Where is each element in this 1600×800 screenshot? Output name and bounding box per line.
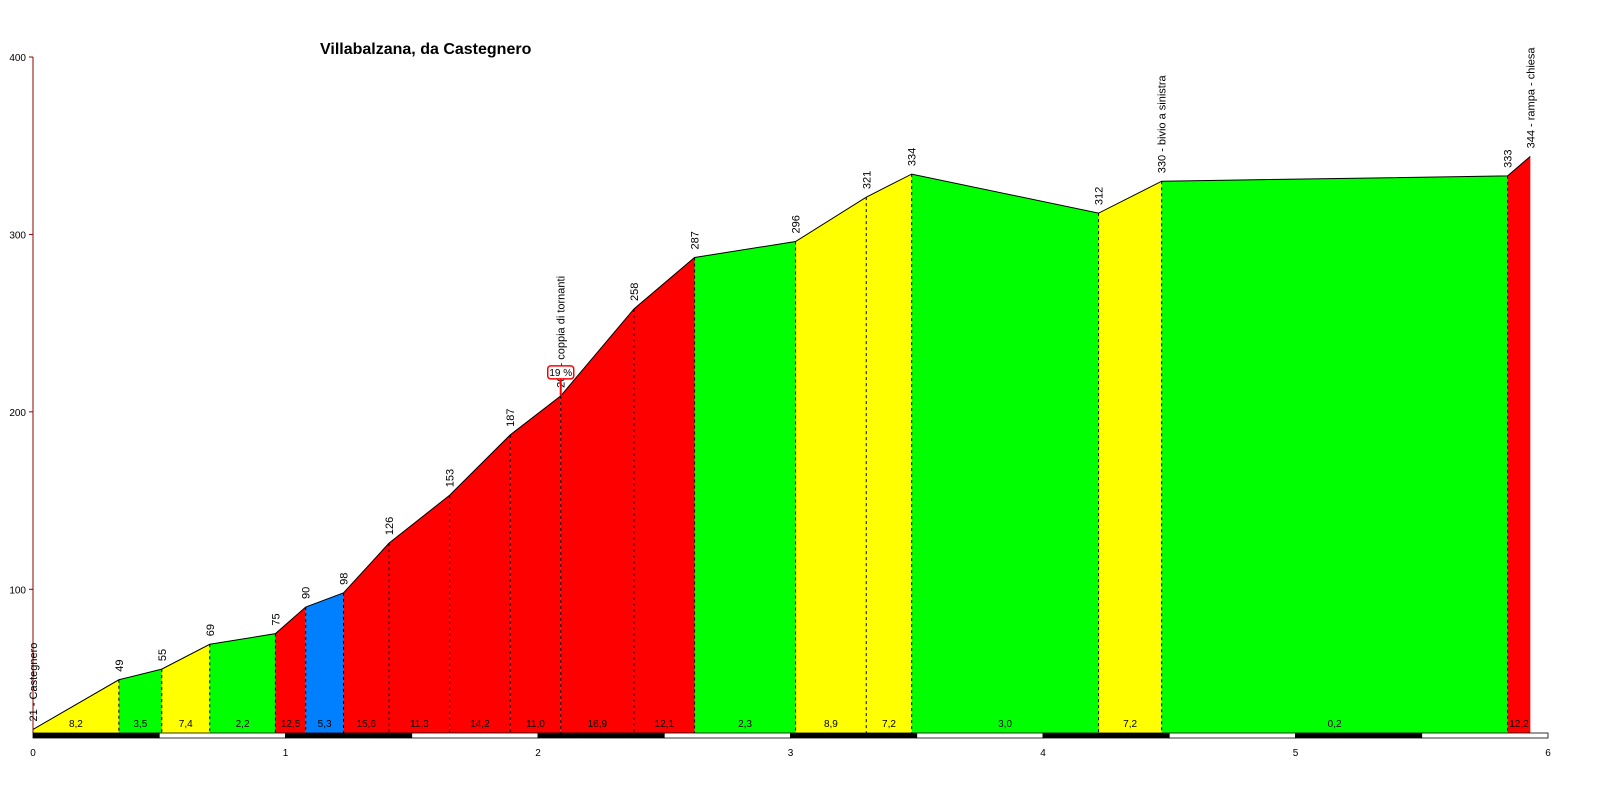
altitude-label: 49: [114, 660, 126, 672]
grade-label: 14,2: [470, 719, 490, 730]
altitude-label: 90: [301, 587, 313, 599]
callout-box: [546, 365, 575, 380]
scale-bar-block: [158, 732, 286, 739]
altitude-labels: 21 - Castegnero 49 55 69 75 90 98 126 153 187 209 …: [28, 47, 1537, 722]
grade-label: 12,1: [655, 719, 675, 730]
altitude-label: 344 - rampa - chiesa: [1525, 47, 1537, 149]
grade-label: 7,2: [882, 719, 896, 730]
altitude-label: 312: [1094, 187, 1106, 205]
profile-line: [32, 155, 1531, 730]
altitude-label: 126: [384, 517, 396, 535]
altitude-label: 153: [445, 469, 457, 487]
altitude-label: 75: [270, 613, 282, 625]
grade-segment: [209, 633, 276, 733]
scale-bar-block: [1421, 732, 1549, 739]
grade-label: 2,2: [236, 719, 250, 730]
grade-label: 12,2: [1509, 719, 1529, 730]
x-tick-label: 3: [788, 748, 794, 759]
grade-segment: [633, 257, 695, 733]
grade-segment: [1161, 175, 1508, 733]
grade-segment: [911, 174, 1099, 733]
grade-label: 7,4: [179, 719, 193, 730]
altitude-label: 187: [505, 409, 517, 427]
altitude-label: 69: [205, 624, 217, 636]
x-tick-label: 2: [535, 748, 541, 759]
grade-segment: [118, 669, 162, 733]
x-tick-label: 6: [1545, 748, 1551, 759]
y-tick-label: 300: [9, 230, 26, 241]
grade-label: 7,2: [1123, 719, 1137, 730]
scale-bar-block: [916, 732, 1044, 739]
scale-bar-block: [1042, 732, 1170, 739]
x-tick-label: 0: [30, 748, 36, 759]
grade-label: 3,5: [133, 719, 147, 730]
grade-segment: [275, 607, 306, 733]
segment-dividers: [118, 174, 1509, 733]
scale-bar-block: [1295, 732, 1423, 739]
grade-segment: [795, 197, 867, 734]
grade-label: 11,0: [526, 719, 545, 730]
altitude-label: 333: [1503, 150, 1515, 168]
grade-label: 0,2: [1328, 719, 1342, 730]
grade-label: 16,9: [588, 719, 608, 730]
scale-bar-block: [790, 732, 918, 739]
grade-segment: [560, 308, 634, 733]
x-tick-label: 5: [1293, 748, 1299, 759]
grade-segment: [449, 434, 511, 733]
altitude-label: 21 - Castegnero: [28, 643, 40, 722]
grade-segment: [33, 679, 119, 733]
grade-segment: [161, 644, 210, 733]
grade-label: 15,6: [357, 719, 377, 730]
scale-bar-block: [32, 732, 160, 739]
grade-segment: [343, 543, 390, 733]
altitude-label: 98: [339, 573, 351, 585]
chart-title: Villabalzana, da Castegnero: [320, 41, 532, 58]
grade-segment: [1507, 156, 1531, 734]
scale-bar-block: [285, 732, 413, 739]
grade-label: 2,3: [738, 719, 752, 730]
grade-segment: [694, 241, 796, 733]
y-tick-label: 200: [9, 408, 26, 419]
grade-segment: [305, 592, 344, 733]
grade-label: 8,9: [824, 719, 838, 730]
axes: 100 200 300 400: [9, 53, 34, 733]
altitude-label: 334: [907, 148, 919, 166]
grade-segment: [510, 395, 561, 733]
distance-scale-bar: 0 1 2 3 4 5 6: [30, 732, 1551, 759]
scale-bar-block: [537, 732, 665, 739]
grade-segment: [1098, 181, 1162, 734]
max-grade-label: 19 %: [549, 368, 572, 379]
grade-labels: 8,2 3,5 7,4 2,2 12,5 5,3 15,6 11,3 14,2 11,0 16,9 1…: [69, 719, 1529, 730]
altitude-label: 330 - bivio a sinistra: [1157, 74, 1169, 173]
scale-bar-block: [663, 732, 791, 739]
profile-outline: [32, 155, 1531, 730]
altitude-label: 321: [861, 171, 873, 189]
grade-segment: [389, 495, 450, 733]
x-tick-label: 1: [283, 748, 289, 759]
grade-label: 11,3: [410, 719, 429, 730]
grade-label: 5,3: [318, 719, 332, 730]
altitude-label: 258: [629, 283, 641, 301]
grade-label: 3,0: [998, 719, 1012, 730]
grade-segment: [866, 174, 912, 733]
altitude-label: 209 - coppia di tornanti: [556, 276, 568, 388]
scale-bar-block: [411, 732, 539, 739]
x-tick-label: 4: [1040, 748, 1046, 759]
scale-bar-block: [1168, 732, 1296, 739]
altitude-label: 55: [157, 649, 169, 661]
max-grade-callout: 19 %: [546, 365, 575, 396]
grade-label: 8,2: [69, 719, 83, 730]
grade-segments: [33, 156, 1531, 734]
grade-label: 12,5: [281, 719, 301, 730]
y-tick-label: 400: [9, 53, 26, 64]
altitude-label: 287: [690, 231, 702, 249]
altitude-label: 296: [791, 215, 803, 233]
y-tick-label: 100: [9, 585, 26, 596]
